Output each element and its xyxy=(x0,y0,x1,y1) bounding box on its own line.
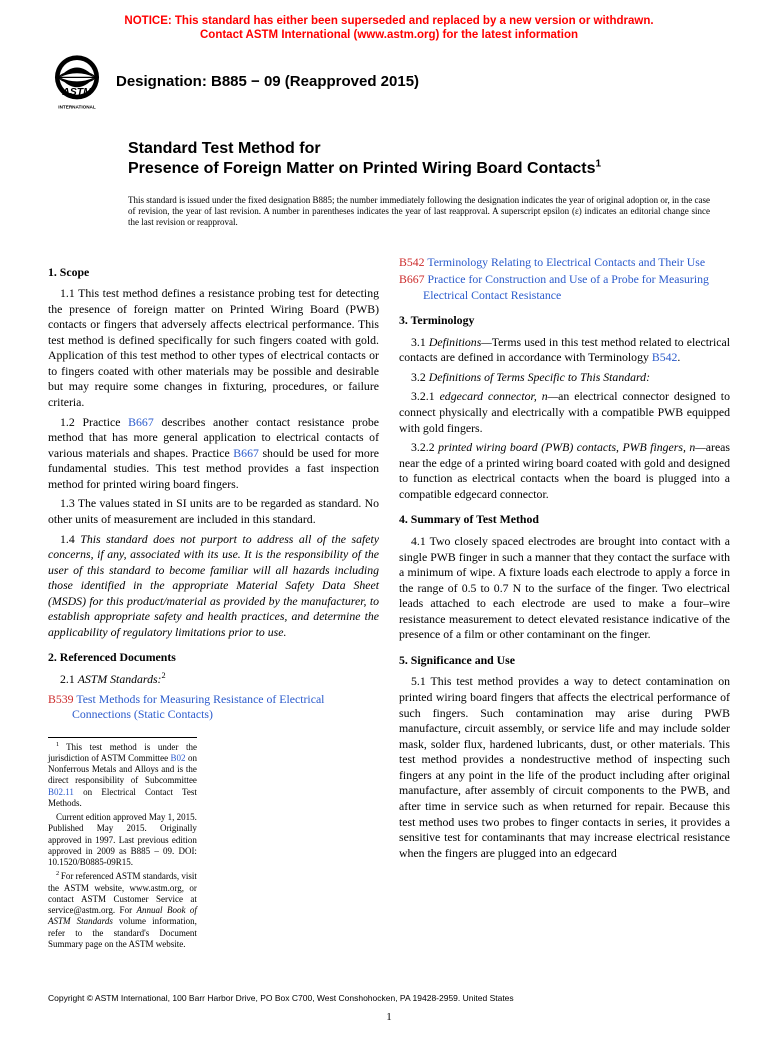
footnote-1b: Current edition approved May 1, 2015. Pu… xyxy=(48,812,197,868)
link-b02[interactable]: B02 xyxy=(171,753,186,763)
title-main-text: Presence of Foreign Matter on Printed Wi… xyxy=(128,160,595,177)
ref-code-b539[interactable]: B539 xyxy=(48,692,74,706)
link-b542[interactable]: B542 xyxy=(652,350,678,364)
page-number: 1 xyxy=(0,1011,778,1023)
section-head-refs: 2. Referenced Documents xyxy=(48,650,379,666)
svg-text:INTERNATIONAL: INTERNATIONAL xyxy=(58,104,96,109)
para-3-2: 3.2 Definitions of Terms Specific to Thi… xyxy=(399,370,730,386)
footnote-1: 1 This test method is under the jurisdic… xyxy=(48,742,197,810)
text-columns: 1. Scope 1.1 This test method defines a … xyxy=(48,255,730,954)
para-1-1: 1.1 This test method defines a resistanc… xyxy=(48,286,379,411)
link-b667[interactable]: B667 xyxy=(128,415,154,429)
para-3-2-1: 3.2.1 edgecard connector, n—an electrica… xyxy=(399,389,730,436)
astm-logo-icon: ASTM INTERNATIONAL xyxy=(48,53,106,111)
footnote-2: 2 For referenced ASTM standards, visit t… xyxy=(48,871,197,950)
title-kicker: Standard Test Method for xyxy=(128,139,710,159)
para-3-1: 3.1 Definitions—Terms used in this test … xyxy=(399,335,730,366)
notice-line2: Contact ASTM International (www.astm.org… xyxy=(200,29,578,41)
para-1-4: 1.4 This standard does not purport to ad… xyxy=(48,532,379,641)
footnotes: 1 This test method is under the jurisdic… xyxy=(48,737,197,951)
issuance-note: This standard is issued under the fixed … xyxy=(128,195,710,229)
para-1-2: 1.2 Practice B667 describes another cont… xyxy=(48,415,379,493)
para-4-1: 4.1 Two closely spaced electrodes are br… xyxy=(399,534,730,643)
para-3-2-2: 3.2.2 printed wiring board (PWB) contact… xyxy=(399,440,730,502)
section-head-significance: 5. Significance and Use xyxy=(399,653,730,669)
copyright-line: Copyright © ASTM International, 100 Barr… xyxy=(48,993,514,1003)
para-2-1: 2.1 ASTM Standards:2 xyxy=(48,672,379,688)
ref-b542: B542 Terminology Relating to Electrical … xyxy=(399,255,730,271)
ref-b539: B539 Test Methods for Measuring Resistan… xyxy=(48,692,379,723)
link-b667[interactable]: B667 xyxy=(233,446,259,460)
notice-line1: NOTICE: This standard has either been su… xyxy=(124,15,653,27)
section-head-terminology: 3. Terminology xyxy=(399,313,730,329)
right-column: B542 Terminology Relating to Electrical … xyxy=(399,255,730,954)
para-1-3: 1.3 The values stated in SI units are to… xyxy=(48,496,379,527)
ref-code-b667[interactable]: B667 xyxy=(399,272,425,286)
title-footnote-ref: 1 xyxy=(595,158,601,169)
section-head-scope: 1. Scope xyxy=(48,265,379,281)
header-row: ASTM INTERNATIONAL Designation: B885 − 0… xyxy=(48,53,730,111)
svg-text:ASTM: ASTM xyxy=(61,87,92,98)
title-main: Presence of Foreign Matter on Printed Wi… xyxy=(128,159,710,179)
ref-b667: B667 Practice for Construction and Use o… xyxy=(399,272,730,303)
title-block: Standard Test Method for Presence of For… xyxy=(128,139,710,229)
designation: Designation: B885 − 09 (Reapproved 2015) xyxy=(116,73,419,90)
para-5-1: 5.1 This test method provides a way to d… xyxy=(399,674,730,861)
ref-code-b542[interactable]: B542 xyxy=(399,255,425,269)
notice-banner: NOTICE: This standard has either been su… xyxy=(48,14,730,43)
document-page: NOTICE: This standard has either been su… xyxy=(0,0,778,1041)
link-b02-11[interactable]: B02.11 xyxy=(48,787,74,797)
left-column: 1. Scope 1.1 This test method defines a … xyxy=(48,255,379,954)
section-head-summary: 4. Summary of Test Method xyxy=(399,512,730,528)
